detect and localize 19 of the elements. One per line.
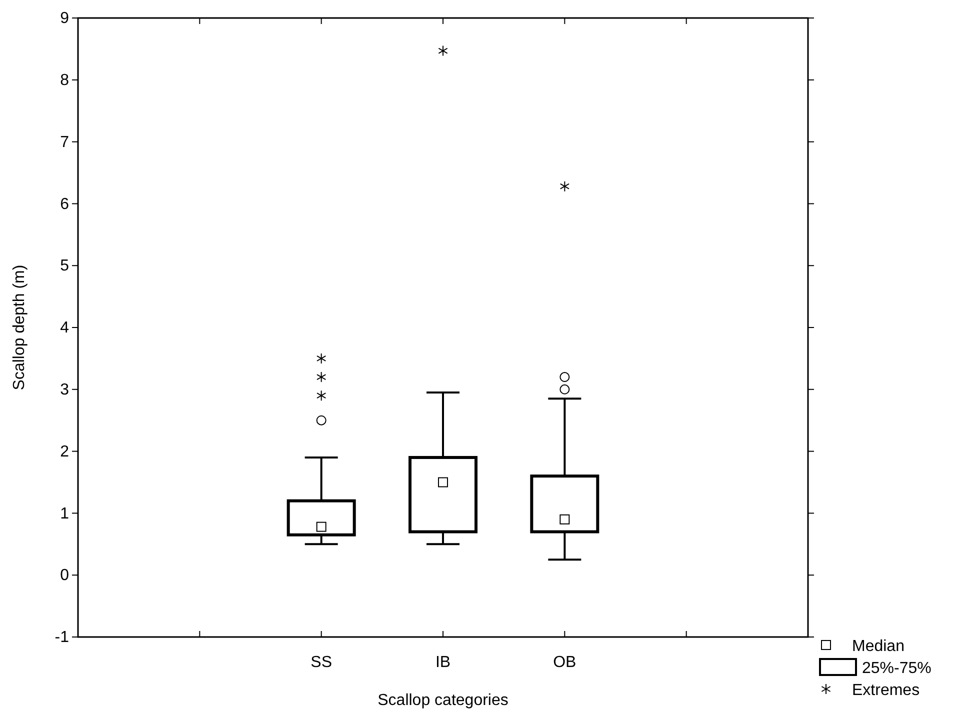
y-tick-label: 9 <box>60 10 70 28</box>
legend-label: 25%-75% <box>862 660 932 677</box>
legend-label: Extremes <box>852 682 920 699</box>
y-tick-label: 6 <box>60 196 70 213</box>
y-tick-label: 8 <box>60 72 70 90</box>
y-tick-label: 1 <box>60 505 70 522</box>
y-tick-label: 4 <box>60 320 70 337</box>
y-tick-label: 7 <box>60 134 70 151</box>
y-axis-title: Scallop depth (m) <box>11 264 28 390</box>
x-tick-label: SS <box>310 654 332 671</box>
x-axis-title: Scallop categories <box>378 692 508 709</box>
y-tick-label: 0 <box>60 567 70 584</box>
y-tick-label: 3 <box>60 382 70 399</box>
x-tick-label: IB <box>435 654 451 671</box>
x-tick-label: OB <box>553 654 576 671</box>
y-tick-label: 5 <box>60 258 70 275</box>
y-tick-label: 2 <box>60 443 70 460</box>
y-tick-label: -1 <box>54 629 70 646</box>
text: Median <box>852 638 904 655</box>
